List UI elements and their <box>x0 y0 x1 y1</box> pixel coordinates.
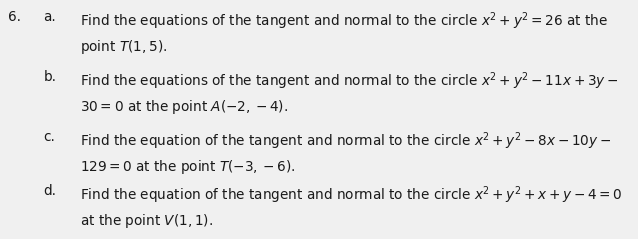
Text: a.: a. <box>43 10 56 24</box>
Text: Find the equation of the tangent and normal to the circle $x^2 + y^2 - 8x - 10y : Find the equation of the tangent and nor… <box>80 130 611 152</box>
Text: b.: b. <box>43 70 56 84</box>
Text: c.: c. <box>43 130 56 144</box>
Text: at the point $V(1,1)$.: at the point $V(1,1)$. <box>80 212 212 230</box>
Text: $129 = 0$ at the point $T(-3,-6)$.: $129 = 0$ at the point $T(-3,-6)$. <box>80 158 295 176</box>
Text: point $T(1,5)$.: point $T(1,5)$. <box>80 38 167 56</box>
Text: Find the equations of the tangent and normal to the circle $x^2 + y^2 - 11x + 3y: Find the equations of the tangent and no… <box>80 70 618 92</box>
Text: Find the equations of the tangent and normal to the circle $x^2 + y^2 = 26$ at t: Find the equations of the tangent and no… <box>80 10 608 32</box>
Text: $30 = 0$ at the point $A(-2,-4)$.: $30 = 0$ at the point $A(-2,-4)$. <box>80 98 288 116</box>
Text: 6.: 6. <box>8 10 20 24</box>
Text: Find the equation of the tangent and normal to the circle $x^2 + y^2 + x + y - 4: Find the equation of the tangent and nor… <box>80 184 622 206</box>
Text: d.: d. <box>43 184 56 198</box>
